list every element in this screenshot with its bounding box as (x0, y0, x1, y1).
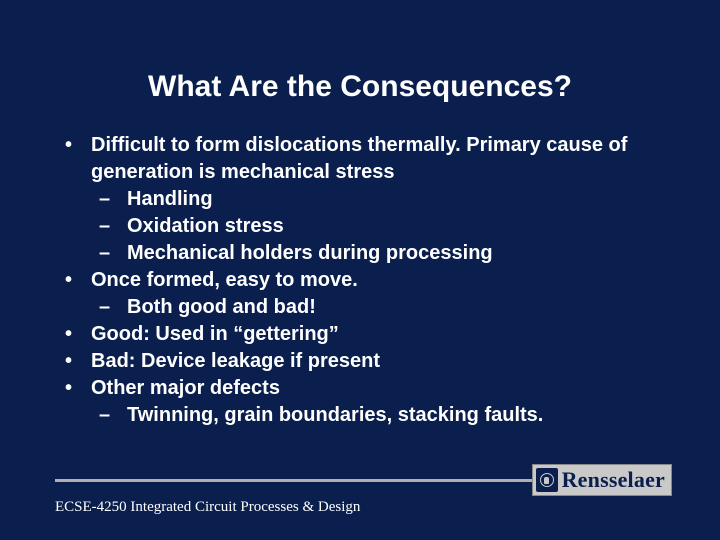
footer-text: ECSE-4250 Integrated Circuit Processes &… (55, 499, 360, 516)
slide: What Are the Consequences? Difficult to … (0, 0, 720, 540)
bullet-item: Both good and bad! (55, 294, 665, 321)
bullet-item: Once formed, easy to move. (55, 267, 665, 294)
slide-content: Difficult to form dislocations thermally… (55, 132, 665, 429)
bullet-item: Oxidation stress (55, 213, 665, 240)
bullet-item: Good: Used in “gettering” (55, 321, 665, 348)
bullet-item: Bad: Device leakage if present (55, 348, 665, 375)
bullet-item: Other major defects (55, 375, 665, 402)
bullet-item: Difficult to form dislocations thermally… (55, 132, 665, 186)
logo-text: Rensselaer (562, 467, 665, 493)
institution-logo: Rensselaer (532, 464, 672, 496)
bullet-item: Twinning, grain boundaries, stacking fau… (55, 402, 665, 429)
bullet-item: Mechanical holders during processing (55, 240, 665, 267)
logo-crest-icon (536, 468, 558, 492)
slide-title: What Are the Consequences? (55, 70, 665, 104)
bullet-item: Handling (55, 186, 665, 213)
